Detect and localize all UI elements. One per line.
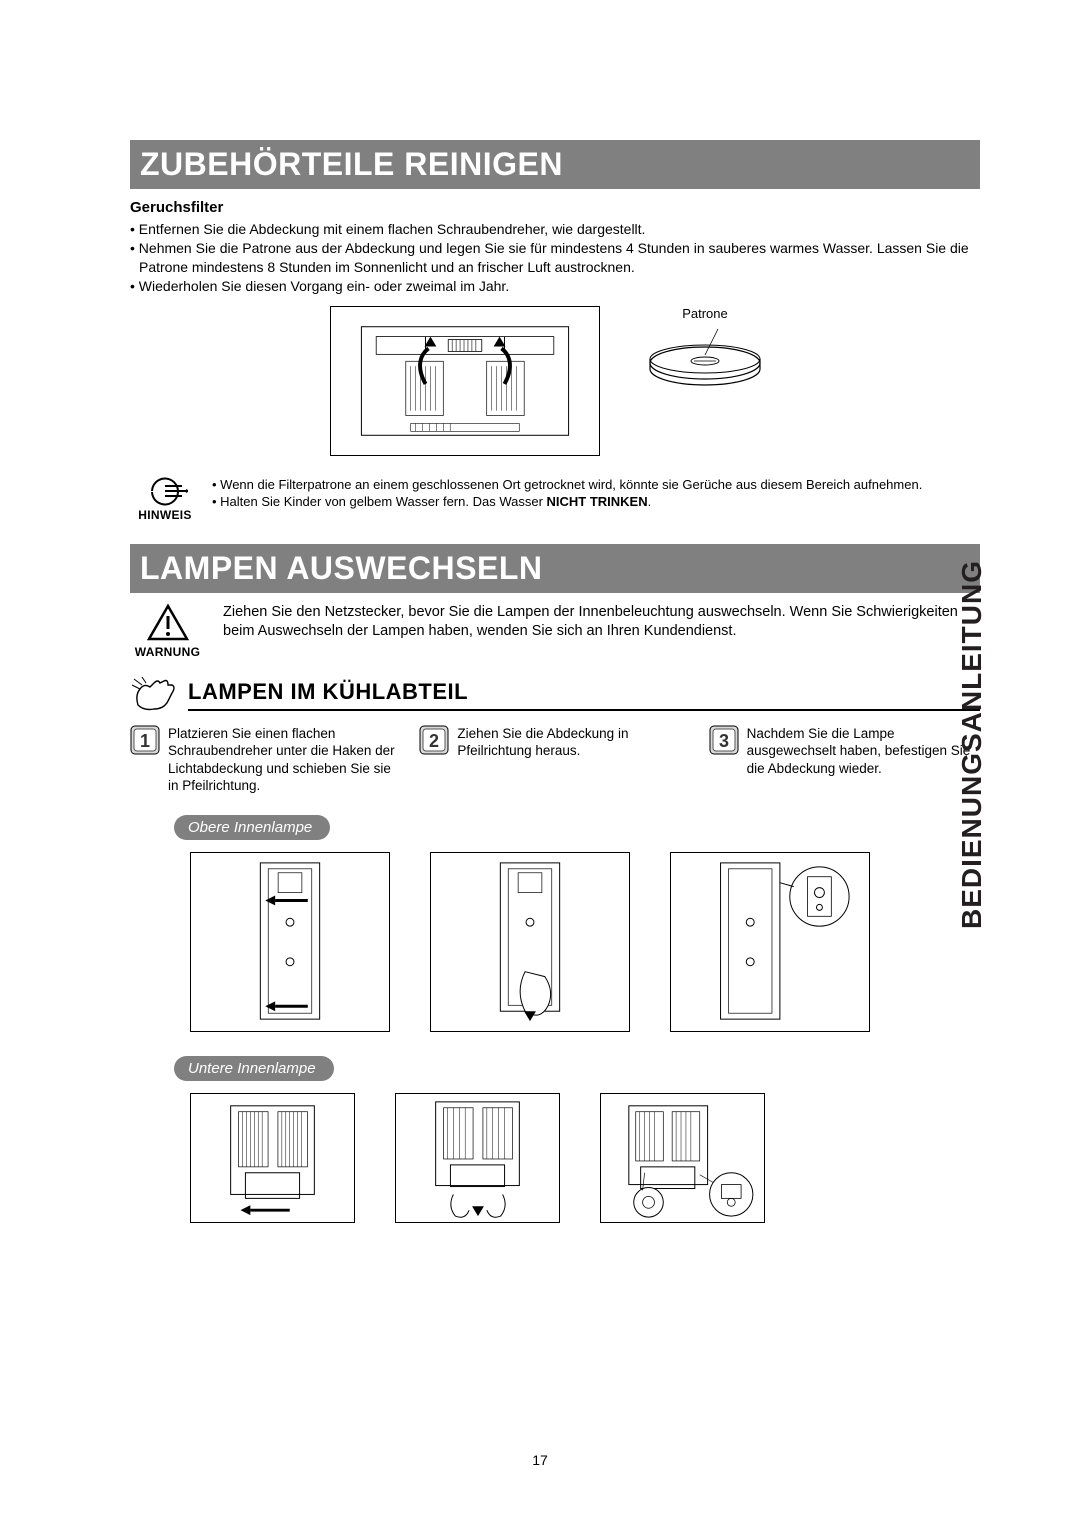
lower-lamp-row <box>190 1093 980 1223</box>
pill-lower-lamp: Untere Innenlampe <box>174 1056 334 1081</box>
patrone-figure: Patrone <box>630 306 780 395</box>
warning-icon <box>146 603 190 643</box>
step-number-icon: 1 <box>130 725 160 755</box>
svg-text:3: 3 <box>719 731 729 751</box>
side-tab-label: BEDIENUNGSANLEITUNG <box>956 560 988 929</box>
hand-icon <box>130 675 180 715</box>
note-icon <box>142 476 188 506</box>
warning-label: WARNUNG <box>135 645 200 659</box>
sub-title-underline: LAMPEN IM KÜHLABTEIL <box>188 679 980 711</box>
step-text: Platzieren Sie einen flachen Schraubendr… <box>168 725 401 795</box>
warning-icon-col: WARNUNG <box>130 603 205 659</box>
page-number: 17 <box>0 1452 1080 1468</box>
figure-lower-3 <box>600 1093 765 1223</box>
figure-upper-3 <box>670 852 870 1032</box>
warning-row: WARNUNG Ziehen Sie den Netzstecker, bevo… <box>130 603 980 659</box>
step-2: 2 Ziehen Sie die Abdeckung in Pfeilricht… <box>419 725 690 795</box>
note-label: HINWEIS <box>138 508 191 522</box>
figure-upper-1 <box>190 852 390 1032</box>
steps-row: 1 Platzieren Sie einen flachen Schrauben… <box>130 725 980 795</box>
sub-title: LAMPEN IM KÜHLABTEIL <box>188 679 468 704</box>
side-tab: BEDIENUNGSANLEITUNG <box>952 545 992 945</box>
filter-figure-row: Patrone <box>130 306 980 456</box>
sub-banner-row: LAMPEN IM KÜHLABTEIL <box>130 675 980 715</box>
step-text: Ziehen Sie die Abdeckung in Pfeilrichtun… <box>457 725 690 760</box>
section-title-lamps: LAMPEN AUSWECHSELN <box>130 544 980 593</box>
svg-text:1: 1 <box>140 731 150 751</box>
figure-upper-2 <box>430 852 630 1032</box>
pill-upper-lamp: Obere Innenlampe <box>174 815 330 840</box>
step-number-icon: 3 <box>709 725 739 755</box>
note-line: Wenn die Filterpatrone an einem geschlos… <box>212 476 980 494</box>
figure-lower-1 <box>190 1093 355 1223</box>
svg-text:2: 2 <box>429 731 439 751</box>
bullet-item: Nehmen Sie die Patrone aus der Abdeckung… <box>130 239 980 277</box>
section-title-accessories: ZUBEHÖRTEILE REINIGEN <box>130 140 980 189</box>
figure-filter-cover <box>330 306 600 456</box>
step-1: 1 Platzieren Sie einen flachen Schrauben… <box>130 725 401 795</box>
step-3: 3 Nachdem Sie die Lampe ausgewechselt ha… <box>709 725 980 795</box>
note-line: Halten Sie Kinder von gelbem Wasser fern… <box>212 493 980 511</box>
note-text: Wenn die Filterpatrone an einem geschlos… <box>212 476 980 511</box>
figure-lower-2 <box>395 1093 560 1223</box>
step-text: Nachdem Sie die Lampe ausgewechselt habe… <box>747 725 980 778</box>
subhead-filter: Geruchsfilter <box>130 199 980 216</box>
bullet-item: Entfernen Sie die Abdeckung mit einem fl… <box>130 220 980 239</box>
step-number-icon: 2 <box>419 725 449 755</box>
note-icon-col: HINWEIS <box>130 476 200 522</box>
bullet-item: Wiederholen Sie diesen Vorgang ein- oder… <box>130 277 980 296</box>
filter-bullets: Entfernen Sie die Abdeckung mit einem fl… <box>130 220 980 296</box>
upper-lamp-row <box>190 852 980 1032</box>
patrone-label: Patrone <box>682 306 728 321</box>
note-row: HINWEIS Wenn die Filterpatrone an einem … <box>130 476 980 522</box>
warning-text: Ziehen Sie den Netzstecker, bevor Sie di… <box>223 603 980 642</box>
manual-page: BEDIENUNGSANLEITUNG ZUBEHÖRTEILE REINIGE… <box>0 0 1080 1528</box>
